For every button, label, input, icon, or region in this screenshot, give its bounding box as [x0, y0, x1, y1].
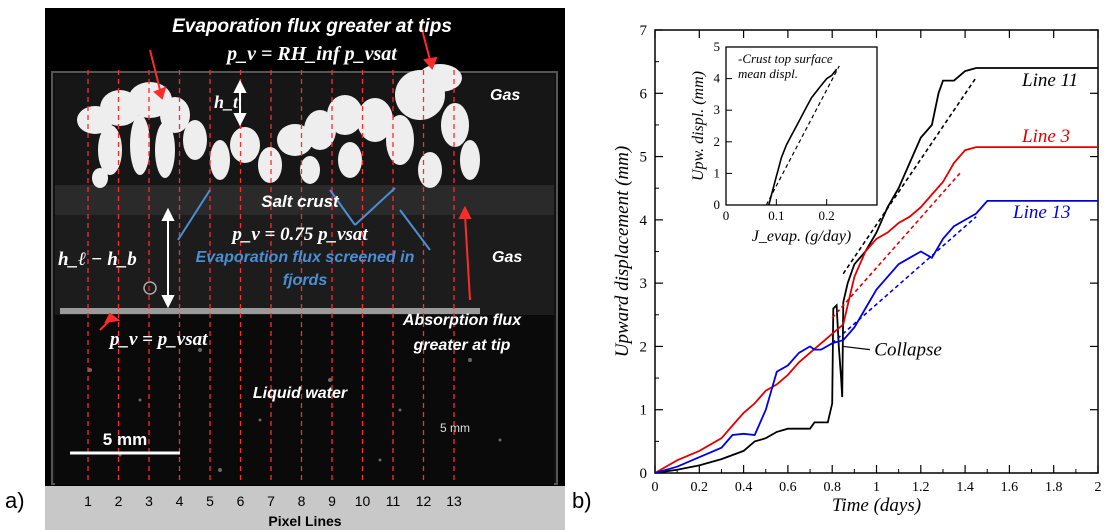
pixel-line-number: 13	[446, 493, 462, 509]
x-tick-label: 0.8	[823, 480, 841, 495]
panel-a-label: a)	[5, 488, 25, 513]
inset-x-tick-label: 0.1	[768, 208, 784, 223]
series-line-line-3	[654, 146, 1098, 474]
x-tick-label: 0.2	[691, 480, 709, 495]
annotation-pv-mid: p_v = 0.75 p_vsat	[230, 224, 368, 245]
x-axis-label: Time (days)	[832, 495, 921, 516]
series-line-line-11	[654, 67, 1098, 474]
red-arrows	[99, 21, 472, 331]
x-tick-label: 2	[1095, 480, 1102, 495]
y-tick-label: 6	[640, 86, 648, 102]
y-tick-label: 5	[640, 150, 648, 166]
salt-crust-band	[55, 185, 554, 215]
x-tick-label: 1.8	[1045, 480, 1063, 495]
pixel-line-number: 10	[355, 493, 371, 509]
pixel-line-number: 1	[84, 493, 92, 509]
water-bubbles	[88, 281, 502, 472]
x-tick-label: 1	[873, 480, 880, 495]
x-tick-label: 0.6	[779, 480, 797, 495]
pixel-line-number: 4	[176, 493, 184, 509]
x-tick-label: 0	[652, 480, 659, 495]
inset-y-tick-label: 2	[714, 134, 721, 149]
annotation-gas-mid: Gas	[492, 249, 522, 266]
y-tick-label: 7	[640, 23, 648, 39]
inset-plot: 0 0.1 0.2 0 1 2 3 4 5 J_evap. (g/day) Upw. displ. …	[690, 39, 878, 245]
panel-b-label: b)	[572, 488, 592, 513]
inset-y-tick-label: 1	[714, 165, 721, 180]
inset-fit-line	[765, 65, 840, 206]
annotation-absorption-2: greater at tip	[413, 337, 511, 354]
series-label: Line 11	[1021, 70, 1078, 91]
y-tick-label: 3	[640, 276, 648, 292]
inset-y-tick-label: 5	[714, 39, 721, 54]
fit-line-line-3	[831, 171, 962, 319]
y-tick-label: 1	[640, 403, 648, 419]
annotation-pv-top: p_v = RH_inf p_vsat	[225, 43, 398, 65]
y-tick-label: 4	[640, 213, 648, 229]
pixel-lines-bar	[45, 486, 565, 530]
collapse-annotation: Collapse	[874, 340, 942, 361]
height-arrows	[161, 79, 247, 309]
y-axis-label: Upward displacement (mm)	[612, 146, 633, 357]
y-tick-label: 2	[640, 339, 648, 355]
pixel-line-number: 3	[145, 493, 153, 509]
pixel-lines-title: Pixel Lines	[268, 513, 341, 529]
annotation-salt-crust: Salt crust	[261, 192, 340, 211]
pixel-line-number: 6	[237, 493, 245, 509]
pixel-line-number: 12	[416, 493, 432, 509]
water-surface	[60, 308, 480, 314]
y-tick-label: 0	[640, 466, 648, 482]
annotation-scale-main: 5 mm	[103, 430, 147, 449]
inset-y-tick-label: 0	[714, 197, 721, 212]
pixel-line-number: 2	[115, 493, 123, 509]
pixel-line-numbers: 1 2 3 4 5 6 7 8 9 10 11 12 13	[84, 493, 462, 509]
annotation-evaporation-tips: Evaporation flux greater at tips	[172, 16, 452, 37]
inset-legend-text: -Crust top surface	[738, 51, 833, 66]
annotation-pv-bottom: p_v = p_vsat	[108, 329, 208, 350]
annotation-scale-small: 5 mm	[440, 421, 470, 435]
series-label: Line 3	[1021, 126, 1070, 147]
inset-y-tick-label: 4	[714, 71, 721, 86]
inset-series-line	[768, 68, 838, 206]
inset-x-axis-label: J_evap. (g/day)	[752, 228, 852, 245]
x-tick-label: 1.4	[956, 480, 974, 495]
inset-y-axis-label: Upw. displ. (mm)	[690, 71, 707, 181]
collapse-pointer	[843, 345, 870, 351]
inset-y-tick-label: 3	[714, 102, 721, 117]
series-label: Line 13	[1012, 202, 1071, 223]
water-region	[55, 315, 554, 485]
annotation-ht: h_t	[214, 92, 239, 112]
inset-frame	[725, 46, 878, 206]
fit-line-line-13	[831, 216, 977, 344]
salt-dendrites	[77, 64, 480, 188]
fit-line-line-11	[842, 77, 977, 275]
annotation-evap-screened-2: fjords	[283, 272, 328, 289]
annotation-absorption-1: Absorption flux	[402, 312, 522, 329]
pixel-line-number: 8	[298, 493, 306, 509]
pixel-line-number: 11	[386, 493, 401, 509]
inset-legend-text: mean displ.	[738, 66, 798, 81]
pixel-line-number: 9	[328, 493, 336, 509]
inset-x-tick-label: 0.2	[819, 208, 835, 223]
annotation-liquid-water: Liquid water	[253, 385, 348, 402]
inset-x-tick-label: 0	[723, 208, 730, 223]
annotation-evap-screened-1: Evaporation flux screened in	[196, 249, 415, 266]
annotation-gas-top: Gas	[490, 87, 520, 104]
main-plot: 0 0.2 0.4 0.6 0.8 1 1.2 1.4 1.6 1.8 2 0 1 2 3 4 5 6 7 Time …	[612, 23, 1102, 516]
series-line-line-13	[654, 200, 1098, 474]
annotation-hl-hb: h_ℓ − h_b	[58, 249, 137, 270]
x-tick-label: 1.6	[1001, 480, 1019, 495]
x-tick-label: 0.4	[735, 480, 753, 495]
pixel-line-number: 5	[206, 493, 214, 509]
blue-arrows	[177, 187, 431, 251]
pixel-line-number: 7	[267, 493, 275, 509]
pixel-line-markers	[87, 70, 455, 484]
x-tick-label: 1.2	[912, 480, 930, 495]
